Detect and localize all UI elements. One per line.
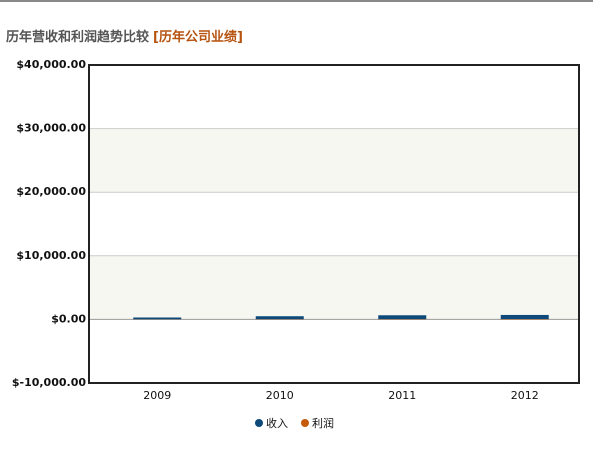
legend-label: 利润 [312, 416, 334, 430]
y-tick-label: $0.00 [51, 312, 86, 325]
grid-band [89, 256, 579, 320]
legend-marker [301, 419, 309, 427]
y-tick-label: $20,000.00 [16, 185, 86, 198]
y-tick-label: $30,000.00 [16, 122, 86, 135]
x-tick-label: 2012 [511, 389, 539, 402]
bar [378, 315, 426, 319]
legend-marker [255, 419, 263, 427]
x-tick-label: 2010 [266, 389, 294, 402]
title-link[interactable]: [历年公司业绩] [153, 29, 243, 45]
title-text: 历年营收和利润趋势比较 [6, 29, 149, 45]
x-tick-label: 2009 [143, 389, 171, 402]
x-tick-label: 2011 [388, 389, 416, 402]
bar [501, 315, 549, 319]
legend-label: 收入 [266, 416, 288, 430]
grid-band [89, 129, 579, 193]
y-tick-label: $-10,000.00 [12, 376, 86, 389]
y-tick-label: $40,000.00 [16, 58, 86, 71]
bar [133, 317, 181, 319]
plot-background [89, 65, 579, 383]
bar [256, 316, 304, 319]
chart-title: 历年营收和利润趋势比较[历年公司业绩] [6, 29, 243, 45]
y-tick-label: $10,000.00 [16, 249, 86, 262]
